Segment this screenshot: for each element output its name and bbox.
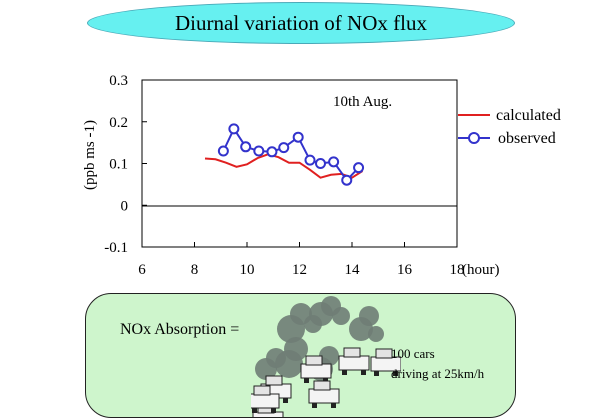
- data-point-observed: [328, 156, 340, 168]
- car-roof: [313, 380, 331, 391]
- x-tick-label: 16: [397, 262, 413, 278]
- x-axis: 6 8 10 12 14 16 18: [138, 242, 465, 278]
- data-point-observed: [341, 174, 353, 186]
- x-tick-label: 12: [292, 262, 307, 278]
- car-shape: [370, 348, 401, 376]
- exhaust-plume: [284, 337, 308, 361]
- car-body: [338, 355, 370, 371]
- y-axis: 0.3 0.2 0.1 0 -0.1: [104, 73, 147, 256]
- title-banner: Diurnal variation of NOx flux: [87, 2, 515, 44]
- x-tick-label: 10: [240, 262, 255, 278]
- data-point-observed: [228, 123, 240, 135]
- car-shape: [308, 380, 340, 408]
- data-point-observed: [292, 131, 304, 143]
- cars-speed: driving at 25km/h: [391, 366, 485, 381]
- legend-observed-label: observed: [498, 130, 556, 147]
- cars-count: 100 cars: [391, 346, 435, 361]
- y-tick-label: 0.3: [109, 73, 128, 89]
- nox-flux-chart: 0.30.20.10-0.1 6 8 10 12 14 16 18 (ppb ms -1) …: [82, 73, 561, 278]
- car-roof: [375, 348, 393, 359]
- data-point-observed: [240, 141, 252, 153]
- absorption-label: NOx Absorption =: [120, 321, 240, 338]
- car-wheel: [342, 370, 347, 375]
- chart-title: Diurnal variation of NOx flux: [175, 10, 427, 35]
- car-roof: [343, 347, 361, 358]
- data-point-observed: [253, 145, 265, 157]
- x-tick-label: 18: [450, 262, 465, 278]
- legend-observed-marker: [468, 132, 480, 144]
- series-layer: [204, 123, 365, 186]
- car-shape: [251, 385, 280, 413]
- series-line-calculated: [204, 153, 364, 179]
- x-tick-label: 8: [191, 262, 199, 278]
- car-wheel: [331, 403, 336, 408]
- y-axis-label: (ppb ms -1): [82, 120, 98, 190]
- y-tick-label: 0.2: [109, 115, 128, 131]
- date-annotation: 10th Aug.: [333, 94, 392, 110]
- exhaust-plume: [368, 326, 384, 342]
- car-with-exhaust-icon: [251, 296, 401, 417]
- car-wheel: [252, 408, 257, 413]
- car-wheel: [271, 408, 276, 413]
- car-body: [251, 393, 280, 409]
- data-point-observed: [266, 146, 278, 158]
- x-tick-label: 6: [138, 262, 146, 278]
- exhaust-plume: [266, 348, 286, 368]
- car-roof: [265, 375, 283, 386]
- exhaust-plume: [332, 307, 350, 325]
- data-point-observed: [353, 162, 365, 174]
- car-roof: [305, 355, 323, 366]
- car-wheel: [361, 370, 366, 375]
- x-tick-label: 14: [345, 262, 361, 278]
- legend-calculated-label: calculated: [496, 107, 561, 124]
- car-wheel: [283, 398, 288, 403]
- car-roof: [253, 385, 271, 396]
- car-wheel: [374, 371, 379, 376]
- car-body: [308, 388, 340, 404]
- exhaust-plume: [359, 306, 379, 326]
- data-point-observed: [278, 142, 290, 154]
- y-tick-label: 0.1: [109, 157, 128, 173]
- y-tick-label: -0.1: [104, 240, 128, 256]
- data-point-observed: [304, 154, 316, 166]
- car-wheel: [304, 378, 309, 383]
- data-point-observed: [217, 145, 229, 157]
- exhaust-plume: [319, 346, 339, 366]
- car-shape: [338, 347, 370, 375]
- cars-description: 100 cars driving at 25km/h: [391, 344, 484, 384]
- car-wheel: [312, 403, 317, 408]
- absorption-panel: NOx Absorption = 100 cars driving at 25k…: [85, 293, 516, 418]
- car-wheel: [393, 371, 398, 376]
- legend: calculated observed: [458, 107, 561, 147]
- x-axis-unit: (hour): [462, 262, 500, 278]
- car-body: [300, 363, 332, 379]
- data-point-observed: [315, 158, 326, 169]
- y-tick-label: 0: [121, 198, 129, 214]
